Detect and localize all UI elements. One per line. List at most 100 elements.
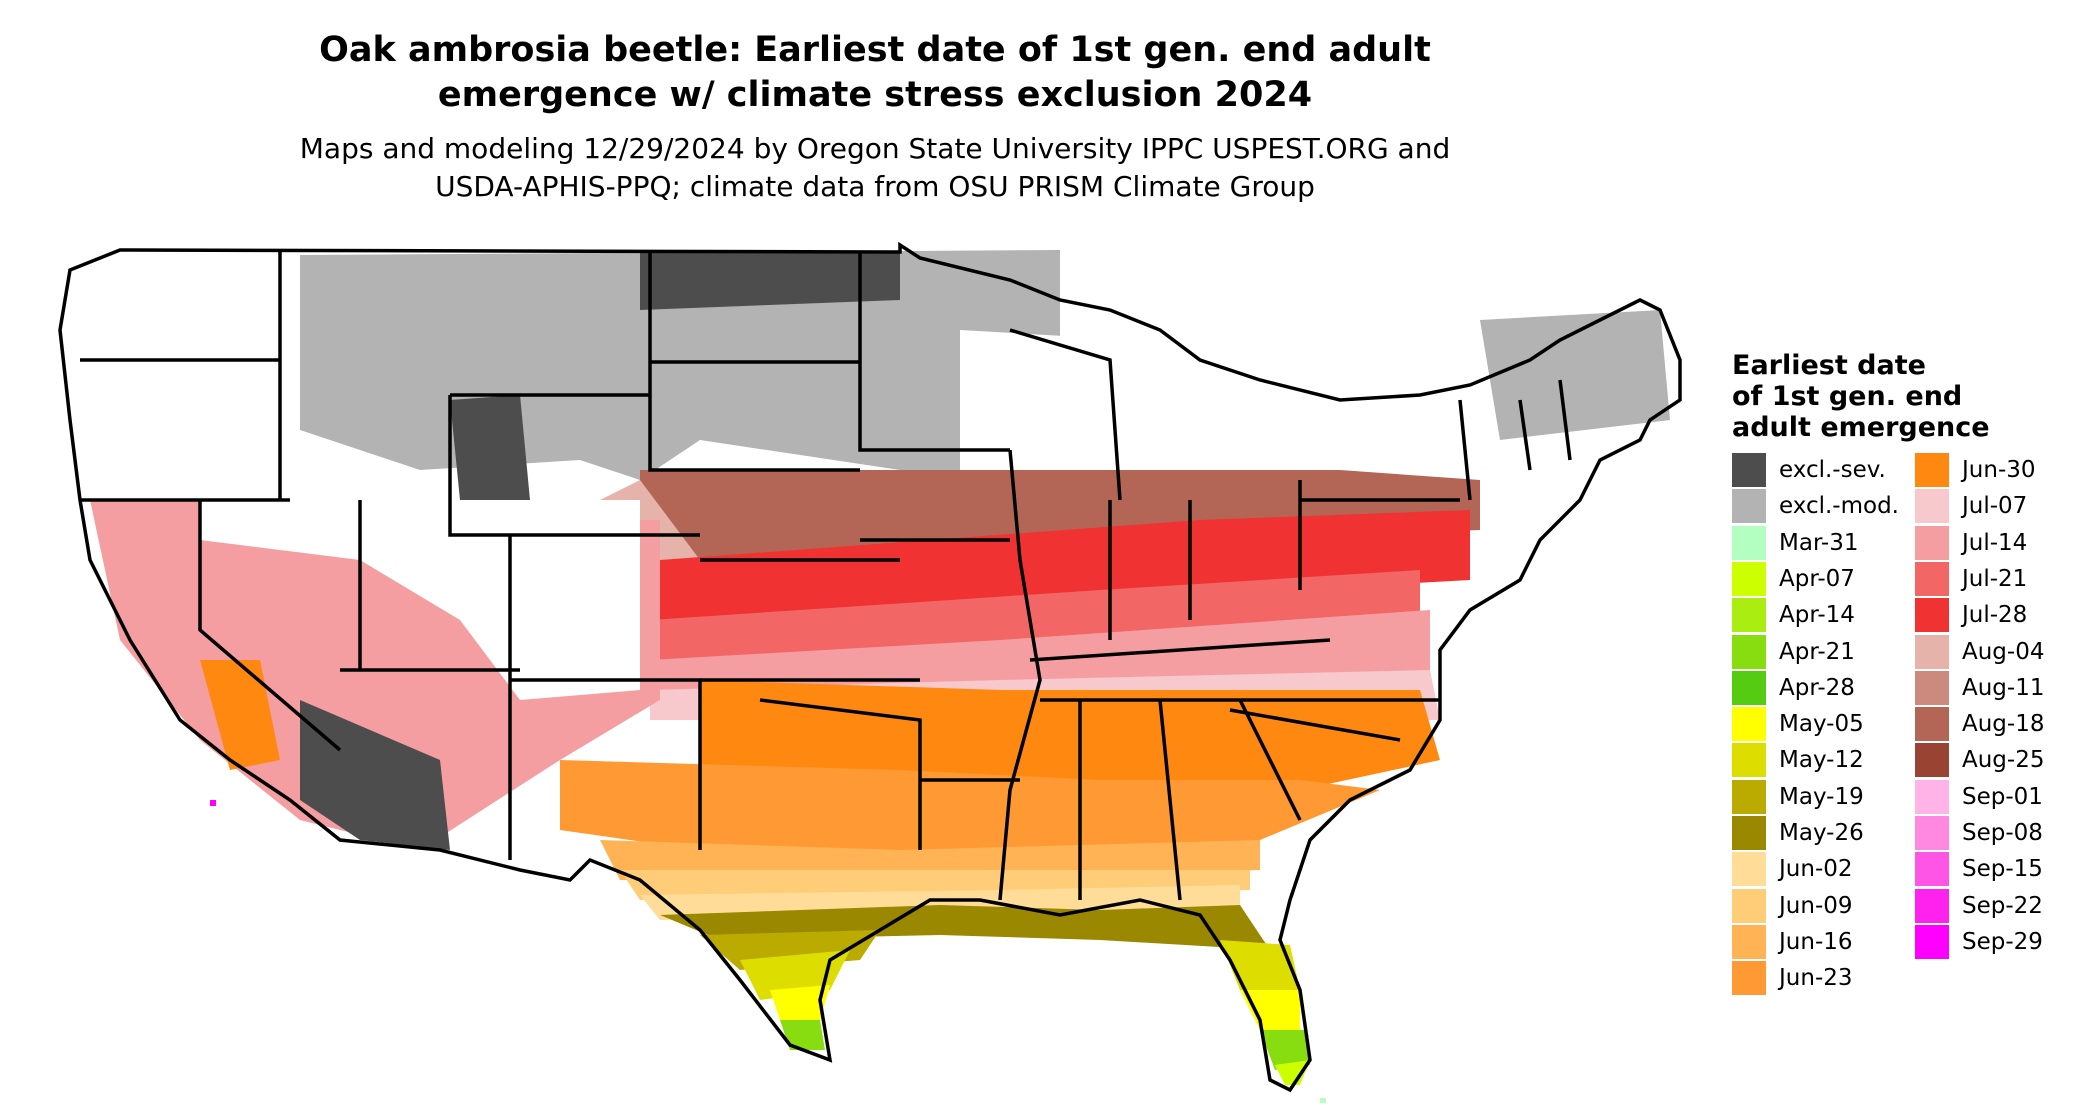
legend-label: Jul-14 xyxy=(1962,529,2028,556)
zone-may-26 xyxy=(660,905,1270,950)
legend-label: May-12 xyxy=(1779,747,1864,774)
legend-swatch xyxy=(1732,779,1766,814)
zone-white-interior xyxy=(200,500,640,700)
legend-label: Sep-15 xyxy=(1962,856,2043,883)
legend-swatch xyxy=(1915,852,1949,887)
legend-swatch xyxy=(1915,598,1949,633)
border-nc-sc xyxy=(1229,708,1401,742)
legend-label: Jun-16 xyxy=(1779,928,1853,955)
legend-swatch xyxy=(1915,816,1949,850)
legend-label: Apr-07 xyxy=(1779,565,1855,592)
zone-jun-30 xyxy=(700,680,1440,790)
legend-label: May-19 xyxy=(1779,783,1864,810)
border-wy-co xyxy=(448,395,700,537)
map-title: Oak ambrosia beetle: Earliest date of 1s… xyxy=(0,28,1750,118)
us-outline xyxy=(58,241,1682,1093)
legend-swatch xyxy=(1732,743,1766,778)
zone-white-greatlakes xyxy=(960,330,1480,500)
legend-swatch xyxy=(1915,743,1949,778)
map-specks xyxy=(210,800,1326,1103)
zone-jun-30-california xyxy=(200,660,280,770)
border-al-ga xyxy=(1158,699,1182,901)
border-dakotas xyxy=(648,252,860,472)
legend-swatch xyxy=(1732,634,1766,669)
legend-swatch xyxy=(1915,888,1949,923)
legend-swatch xyxy=(1732,707,1766,742)
legend-swatch xyxy=(1915,670,1949,705)
zone-apr-21-florida xyxy=(1260,1030,1310,1070)
legend-title-line-3: adult emergence xyxy=(1732,412,1990,443)
legend-label: Sep-01 xyxy=(1962,783,2043,810)
legend-swatch xyxy=(1915,489,1949,524)
legend-label: May-05 xyxy=(1779,711,1864,738)
legend-label: Sep-29 xyxy=(1962,928,2043,955)
zone-may-05-texas xyxy=(770,985,830,1020)
legend-swatch xyxy=(1732,924,1766,959)
legend-label: Jun-02 xyxy=(1779,856,1853,883)
legend-swatch xyxy=(1915,525,1949,560)
legend-label: Aug-18 xyxy=(1962,711,2045,738)
title-line-1: Oak ambrosia beetle: Earliest date of 1s… xyxy=(319,30,1431,70)
zone-bands xyxy=(70,250,1670,1085)
legend-title: Earliest date of 1st gen. end adult emer… xyxy=(1732,350,1990,443)
border-ga-sc xyxy=(1238,699,1302,821)
zone-may-05-florida xyxy=(1240,990,1300,1030)
legend-label: Jul-21 xyxy=(1962,565,2028,592)
legend-swatch xyxy=(1732,852,1766,887)
legend-label: Apr-28 xyxy=(1779,674,1855,701)
subtitle-line-1: Maps and modeling 12/29/2024 by Oregon S… xyxy=(299,132,1451,165)
legend-swatch xyxy=(1915,634,1949,669)
legend-label: Aug-25 xyxy=(1962,747,2045,774)
zone-apr-07-florida xyxy=(1275,1060,1310,1085)
legend-label: Jul-28 xyxy=(1962,602,2028,629)
border-tn-ky xyxy=(1029,638,1331,662)
subtitle-line-2: USDA-APHIS-PPQ; climate data from OSU PR… xyxy=(435,170,1315,203)
legend-label: Jun-23 xyxy=(1779,965,1853,992)
border-ca-nv xyxy=(198,500,342,752)
legend-label: Mar-31 xyxy=(1779,529,1859,556)
legend-swatch xyxy=(1915,561,1949,596)
legend-swatch xyxy=(1732,525,1766,560)
zone-excl-mod-northeast xyxy=(1480,310,1670,440)
speck-mar-31 xyxy=(1320,1098,1326,1103)
map-subtitle: Maps and modeling 12/29/2024 by Oregon S… xyxy=(0,130,1750,206)
zone-white-northwest xyxy=(70,250,300,500)
border-mn xyxy=(858,252,1010,452)
legend-label: Jun-30 xyxy=(1962,457,2036,483)
legend-label: Jun-09 xyxy=(1779,892,1853,919)
legend-swatch xyxy=(1732,670,1766,705)
zone-excl-sev-mountain xyxy=(450,395,530,500)
legend-swatch xyxy=(1732,598,1766,633)
zone-apr-21-texas xyxy=(780,1020,825,1050)
border-mississippi xyxy=(998,449,1042,901)
legend-label: Jul-07 xyxy=(1962,493,2028,520)
legend-swatch xyxy=(1915,924,1949,959)
zone-excl-sev-desert xyxy=(300,700,450,850)
title-line-2: emergence w/ climate stress exclusion 20… xyxy=(437,75,1313,115)
legend-swatch xyxy=(1915,453,1949,487)
legend-title-line-2: of 1st gen. end xyxy=(1732,381,1963,412)
legend-label: Apr-21 xyxy=(1779,638,1855,665)
border-ok-tx xyxy=(759,698,922,850)
legend-label: Aug-04 xyxy=(1962,638,2045,665)
border-wi-mi xyxy=(1009,328,1122,501)
legend-swatch xyxy=(1732,961,1766,996)
zone-excl-sev-north xyxy=(640,252,900,310)
legend-label: May-26 xyxy=(1779,820,1864,846)
legend-swatch xyxy=(1732,888,1766,923)
legend-label: Apr-14 xyxy=(1779,602,1855,629)
legend-title-line-1: Earliest date xyxy=(1732,350,1926,381)
legend-label: excl.-mod. xyxy=(1779,493,1899,520)
legend-swatch xyxy=(1732,489,1766,524)
legend-label: Sep-08 xyxy=(1962,820,2043,846)
state-borders xyxy=(58,241,1682,1093)
legend-label: Sep-22 xyxy=(1962,892,2043,919)
legend-swatch xyxy=(1915,707,1949,742)
legend-swatch xyxy=(1732,561,1766,596)
legend-swatch xyxy=(1732,816,1766,850)
speck-sep-29 xyxy=(210,800,216,806)
border-new-england xyxy=(1458,379,1572,501)
legend-swatch xyxy=(1732,453,1766,487)
legend-label: excl.-sev. xyxy=(1779,457,1886,483)
